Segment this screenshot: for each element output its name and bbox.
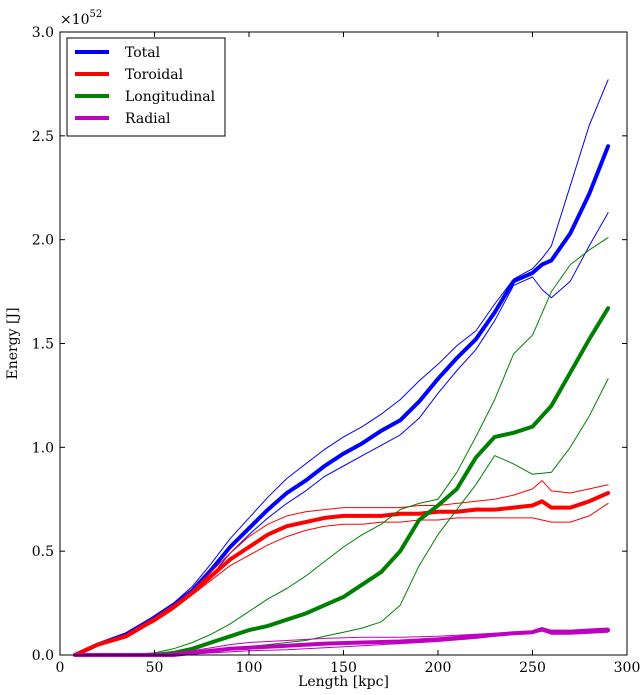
x-tick-label: 150 — [330, 660, 357, 676]
longitudinal-upper-line — [74, 237, 609, 656]
y-tick-label: 2.5 — [32, 129, 54, 145]
y-tick-label: 1.5 — [32, 337, 54, 353]
radial-mean-line — [73, 627, 611, 657]
y-tick-label: 0.0 — [32, 648, 54, 664]
y-tick-label: 3.0 — [32, 25, 54, 41]
axis-ticks: 0 50 100 150 200 250 300 0.0 0.5 1.0 1.5 2.0 2.5 3.0 — [32, 25, 641, 676]
x-tick-label: 200 — [425, 660, 452, 676]
total-mean-line — [73, 144, 611, 657]
x-tick-label: 100 — [236, 660, 263, 676]
y-multiplier-exponent: 52 — [90, 9, 103, 20]
legend-label: Longitudinal — [125, 89, 216, 105]
x-axis-label: Length [kpc] — [298, 674, 389, 690]
y-axis-label: Energy [J] — [5, 307, 21, 379]
y-multiplier-base: ×10 — [60, 12, 90, 28]
legend-label: Toroidal — [125, 67, 184, 83]
total-lower-line — [74, 212, 609, 656]
y-tick-label: 0.5 — [32, 544, 54, 560]
legend-label: Radial — [125, 111, 171, 127]
series-layer — [73, 79, 611, 657]
legend: Total Toroidal Longitudinal Radial — [66, 37, 226, 137]
y-tick-label: 1.0 — [32, 440, 54, 456]
legend-item-toroidal: Toroidal — [75, 67, 184, 83]
x-tick-label: 50 — [146, 660, 164, 676]
legend-item-longitudinal: Longitudinal — [75, 89, 216, 105]
legend-item-total: Total — [75, 45, 161, 61]
x-tick-label: 300 — [614, 660, 641, 676]
total-upper-line — [74, 79, 609, 656]
legend-item-radial: Radial — [75, 111, 171, 127]
x-tick-label: 250 — [519, 660, 546, 676]
x-tick-label: 0 — [56, 660, 65, 676]
y-tick-label: 2.0 — [32, 233, 54, 249]
legend-label: Total — [125, 45, 161, 61]
y-axis-multiplier: ×1052 — [60, 9, 102, 28]
longitudinal-mean-line — [73, 306, 611, 657]
toroidal-mean-line — [73, 491, 611, 657]
